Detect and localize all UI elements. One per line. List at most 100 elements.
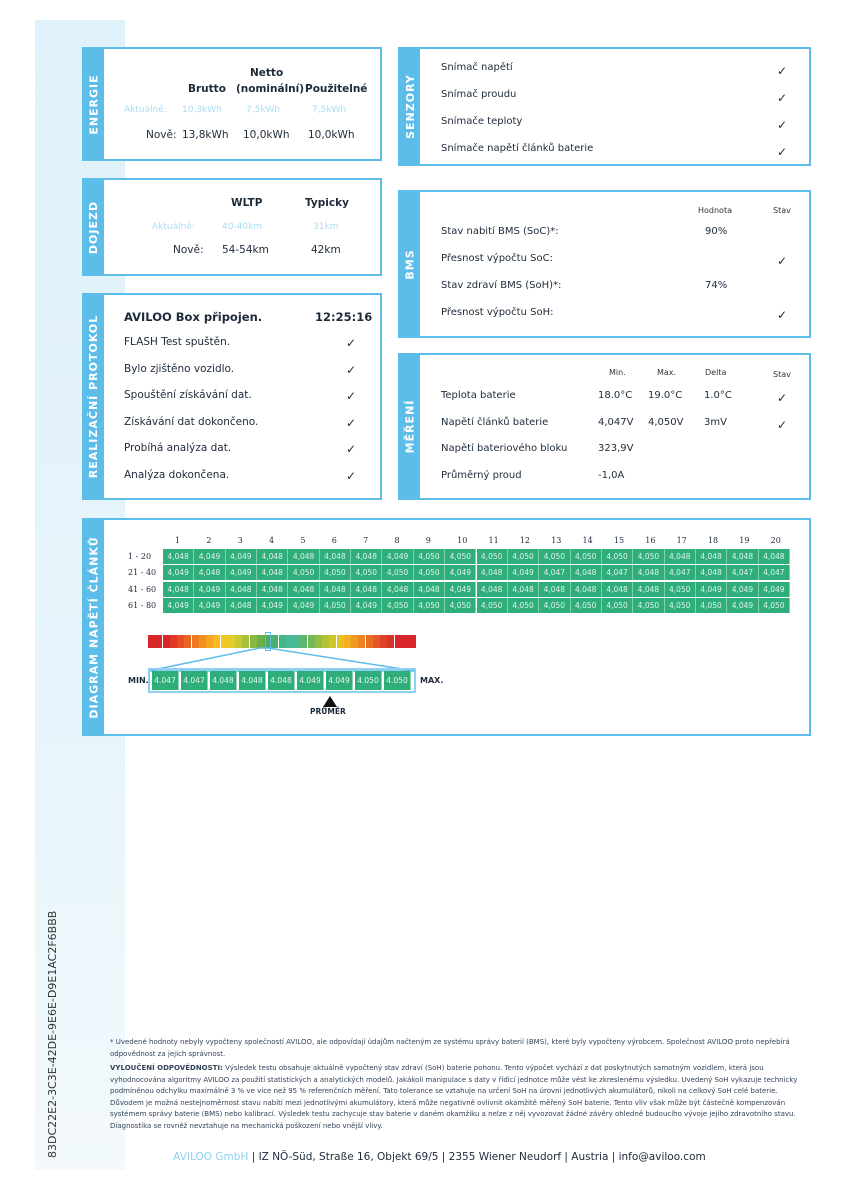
cell-voltage: 4,049	[382, 549, 414, 564]
header-netto: Netto	[250, 67, 284, 79]
cell-voltage: 4,050	[633, 549, 665, 564]
cell-voltage: 4,049	[445, 565, 477, 581]
gradient-segment	[213, 635, 221, 648]
cell-voltage: 4,050	[445, 598, 477, 614]
gradient-segment	[169, 635, 177, 648]
cell-voltage: 4,048	[319, 581, 352, 597]
cell-voltage: 4,048	[225, 581, 258, 597]
value: 42km	[311, 244, 341, 256]
range-marker	[265, 632, 271, 651]
gradient-segment	[372, 635, 380, 648]
column-number: 8	[394, 536, 400, 545]
row-range-label: 41 - 60	[128, 584, 157, 594]
cell-voltage: 4,050	[570, 549, 602, 564]
check-icon: ✓	[346, 362, 357, 377]
cell-voltage: 4,048	[601, 581, 634, 597]
energy-label: ENERGIE	[84, 49, 104, 159]
min-label: MIN.	[128, 676, 149, 685]
disclaimer: VYLOUČENÍ ODPOVĚDNOSTI: Výsledek testu o…	[110, 1063, 810, 1132]
disclaimer-title: VYLOUČENÍ ODPOVĚDNOSTI:	[110, 1064, 223, 1072]
sensor-item: Snímače napětí článků baterie	[441, 143, 594, 154]
measurement-row-label: Teplota baterie	[441, 390, 516, 401]
scale-cell: 4.050	[355, 671, 382, 690]
gradient-segment	[249, 635, 257, 648]
cell-voltage: 4,050	[382, 598, 414, 614]
check-icon: ✓	[777, 118, 788, 132]
header-value: Hodnota	[698, 206, 732, 215]
cell-voltage: 4,050	[319, 565, 352, 581]
cell-voltage: 4,049	[225, 549, 258, 564]
value: 13,8kWh	[182, 129, 229, 141]
cell-voltage: 4,048	[351, 581, 383, 597]
cell-voltage: 4,048	[288, 549, 320, 564]
cell-voltage: 4,050	[382, 565, 414, 581]
gradient-segment	[336, 635, 344, 648]
cell-voltage: 4,049	[351, 598, 383, 614]
gradient-segment	[278, 635, 286, 648]
header-netto-sub: (nominální)	[236, 83, 305, 95]
check-icon: ✓	[777, 145, 788, 159]
protocol-label: REALIZAČNÍ PROTOKOL	[84, 295, 104, 498]
header-status: Stav	[773, 370, 791, 379]
column-number: 13	[551, 536, 562, 545]
gradient-segment	[242, 635, 250, 648]
column-number: 5	[300, 536, 306, 545]
header-min: Min.	[609, 368, 626, 377]
scale-cell: 4.047	[181, 671, 208, 690]
cell-voltage: 4,048	[476, 581, 508, 597]
cell-voltage: 4,050	[413, 549, 446, 564]
cell-voltage: 4,049	[695, 581, 728, 597]
range-label: DOJEZD	[84, 180, 104, 274]
gradient-segment	[191, 635, 199, 648]
gradient-segment	[264, 635, 271, 648]
cell-voltage: 4,047	[727, 565, 759, 581]
gradient-segment	[235, 635, 242, 648]
gradient-segment	[365, 635, 373, 648]
gradient-segment	[387, 635, 395, 648]
cell-voltage: 4,049	[257, 598, 289, 614]
scale-cell: 4.049	[326, 671, 353, 690]
row-label: Aktuálně:	[152, 222, 195, 232]
column-number: 10	[457, 536, 468, 545]
protocol-item: Bylo zjištěno vozidlo.	[124, 362, 235, 375]
zoom-box	[148, 668, 416, 693]
gradient-segment	[307, 635, 315, 648]
value: 7,5kWh	[246, 105, 281, 115]
measurement-row-label: Napětí článků baterie	[441, 416, 549, 428]
measurement-row-label: Napětí bateriového bloku	[441, 443, 568, 454]
gradient-segment	[148, 635, 155, 648]
sensor-item: Snímač proudu	[441, 89, 517, 100]
value: 7,5kWh	[312, 105, 347, 115]
bms-label: BMS	[400, 192, 420, 336]
footer: AVILOO GmbH | IZ NÖ-Süd, Straße 16, Obje…	[0, 1151, 849, 1163]
footer-company: AVILOO GmbH	[173, 1151, 249, 1163]
column-number: 18	[707, 536, 719, 545]
sensor-item: Snímač napětí	[441, 62, 513, 73]
cell-voltage: 4,050	[664, 581, 696, 597]
cell-voltage: 4,050	[539, 598, 571, 614]
cell-voltage: 4,049	[727, 598, 759, 614]
cell-voltage: 4,048	[570, 565, 602, 581]
row-label: Nově:	[146, 129, 177, 141]
cell-voltage: 4,049	[507, 565, 540, 581]
cell-voltage: 4,050	[288, 565, 320, 581]
protocol-title: AVILOO Box připojen.	[124, 310, 263, 324]
gradient-segment	[256, 635, 264, 648]
value: 31km	[313, 222, 339, 232]
gradient-segment	[198, 635, 206, 648]
bms-row-label: Přesnost výpočtu SoC:	[441, 253, 553, 264]
bms-row-label: Stav zdraví BMS (SoH)*:	[441, 280, 562, 291]
average-label: PRŮMĚR	[310, 707, 346, 716]
gradient-segment	[409, 635, 416, 648]
column-number: 2	[206, 536, 212, 545]
sensor-item: Snímače teploty	[441, 116, 523, 127]
header-typical: Typicky	[305, 197, 349, 209]
value: 10,3kWh	[182, 105, 222, 115]
gradient-segment	[220, 635, 228, 648]
gradient-segment	[394, 635, 402, 648]
gradient-segment	[162, 635, 170, 648]
check-icon: ✓	[777, 91, 788, 105]
gradient-segment	[401, 635, 409, 648]
cell-voltage: 4,048	[695, 549, 728, 564]
protocol-item: Analýza dokončena.	[124, 468, 230, 481]
